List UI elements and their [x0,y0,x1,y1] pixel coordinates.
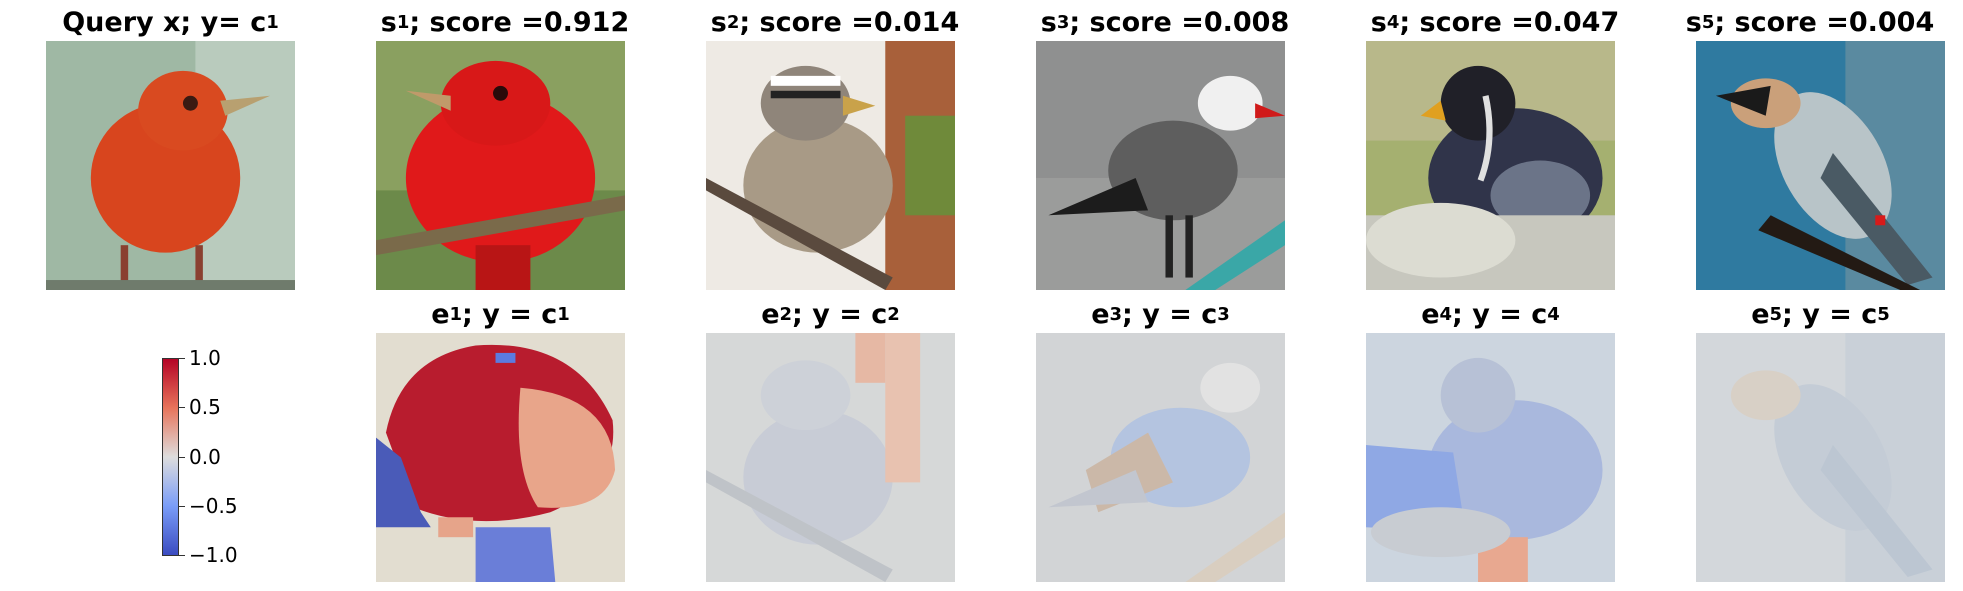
colorbar-tick [179,457,185,458]
colorbar-label: 1.0 [189,346,221,370]
colorbar [162,358,179,556]
similar-4-title: s 4; score = 0.047 [1370,6,1620,38]
explanation-2-heatmap [706,333,955,582]
explanation-3-heatmap [1036,333,1285,582]
colorbar-tick [179,358,185,359]
explanation-4-heatmap [1366,333,1615,582]
similar-3-image [1036,41,1285,290]
colorbar-label: 0.0 [189,445,221,469]
similar-4-image [1366,41,1615,290]
similar-5-image [1696,41,1945,290]
colorbar-tick [179,555,185,556]
similar-5-title: s 5; score = 0.004 [1685,6,1935,38]
similar-3-title: s 3; score = 0.008 [1040,6,1290,38]
explanation-5-heatmap [1696,333,1945,582]
colorbar-tick [179,506,185,507]
colorbar-label: −0.5 [189,494,238,518]
colorbar-label: 0.5 [189,395,221,419]
explanation-1-heatmap [376,333,625,582]
similar-1-title: s 1; score = 0.912 [380,6,630,38]
similar-2-title: s 2; score = 0.014 [710,6,960,38]
colorbar-label: −1.0 [189,543,238,567]
similar-2-image [706,41,955,290]
similar-1-image [376,41,625,290]
query-bird-image [46,41,295,290]
colorbar-tick [179,407,185,408]
